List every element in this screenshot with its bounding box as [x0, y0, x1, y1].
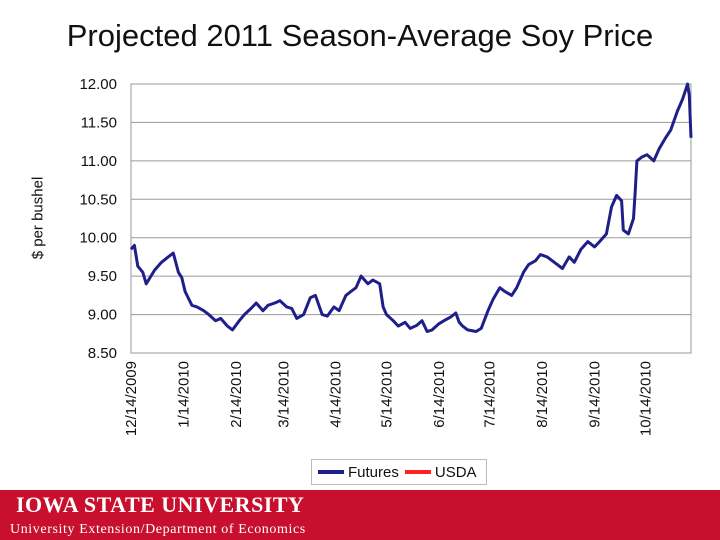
x-tick-labels: 12/14/2009 1/14/2010 2/14/2010 3/14/2010 4/1… — [123, 361, 654, 436]
legend-label-futures: Futures — [348, 463, 399, 481]
x-tick-label: 7/14/2010 — [482, 361, 499, 428]
series-line-futures — [129, 82, 693, 333]
legend-swatch-futures — [318, 470, 344, 474]
chart-title: Projected 2011 Season-Average Soy Price — [66, 18, 654, 53]
x-tick-label: 9/14/2010 — [587, 361, 604, 428]
y-tick-label: 9.00 — [88, 307, 117, 324]
legend: Futures USDA — [311, 459, 487, 485]
y-tick-label: 10.50 — [79, 191, 117, 208]
x-tick-label: 1/14/2010 — [175, 361, 192, 428]
plot-area — [130, 83, 692, 354]
legend-item-futures: Futures — [318, 464, 399, 481]
legend-item-usda: USDA — [404, 463, 477, 481]
x-tick-label: 10/14/2010 — [637, 361, 654, 436]
x-tick-label: 12/14/2009 — [123, 361, 140, 436]
footer-bar: Iowa State University University Extensi… — [0, 490, 720, 540]
university-logo-text: Iowa State University — [16, 492, 305, 517]
y-tick-label: 11.50 — [81, 114, 117, 131]
series-lines — [129, 82, 693, 333]
x-tick-label: 3/14/2010 — [275, 361, 292, 428]
legend-swatch-usda — [404, 470, 431, 474]
y-tick-label: 10.00 — [79, 230, 117, 247]
x-tick-label: 4/14/2010 — [328, 361, 345, 428]
x-tick-label: 2/14/2010 — [228, 361, 245, 428]
y-tick-label: 11.00 — [81, 153, 117, 170]
x-tick-label: 8/14/2010 — [534, 361, 551, 428]
x-tick-label: 5/14/2010 — [378, 361, 395, 428]
y-tick-label: 12.00 — [79, 76, 117, 93]
x-tick-label: 6/14/2010 — [431, 361, 448, 428]
y-tick-label: 9.50 — [88, 268, 117, 285]
y-tick-labels: 12.00 11.50 11.00 10.50 10.00 9.50 9.00 8.50 — [79, 76, 117, 362]
grid-lines — [131, 83, 691, 354]
y-tick-label: 8.50 — [88, 345, 117, 362]
department-text: University Extension/Department of Econo… — [10, 522, 306, 537]
legend-label-usda: USDA — [434, 463, 477, 481]
